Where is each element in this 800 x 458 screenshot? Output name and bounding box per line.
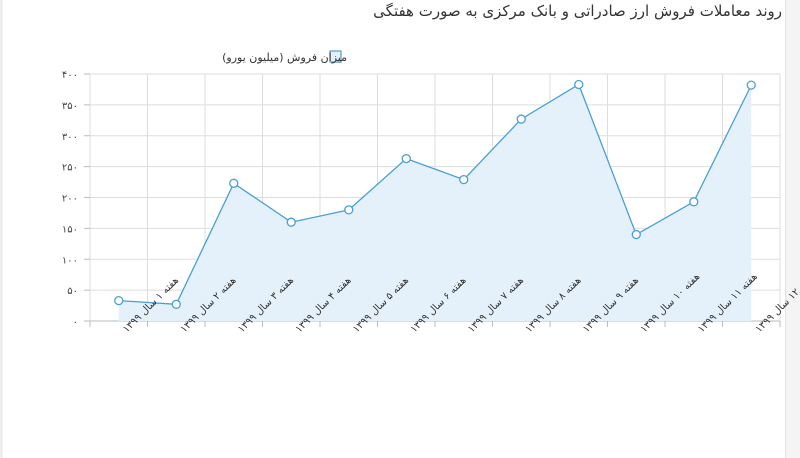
x-tick-label: هفته ۱۲ سال ۱۳۹۹: [754, 271, 800, 335]
y-tick-label: ۳۰۰: [62, 132, 78, 143]
data-point[interactable]: [631, 229, 641, 240]
data-point[interactable]: [746, 80, 756, 90]
series-area: [118, 84, 752, 321]
y-tick-label: ۰: [73, 317, 78, 328]
data-point[interactable]: [171, 299, 181, 309]
window-left-border: [0, 0, 3, 458]
data-point[interactable]: [229, 178, 239, 188]
data-point[interactable]: [516, 114, 526, 124]
data-point[interactable]: [459, 174, 469, 185]
data-point[interactable]: [689, 197, 699, 207]
chart-title: روند معاملات فروش ارز صادراتی و بانک مرک…: [373, 2, 782, 20]
legend-label[interactable]: میزان فروش (میلیون یورو): [222, 51, 347, 64]
legend[interactable]: میزان فروش (میلیون یورو): [222, 50, 347, 64]
series-line-path: [118, 83, 752, 306]
y-tick-label: ۲۰۰: [62, 194, 78, 205]
window-right-border: [785, 0, 800, 458]
series-line: [118, 83, 752, 306]
data-point[interactable]: [344, 205, 354, 215]
y-tick-label: ۱۰۰: [62, 255, 78, 266]
data-point[interactable]: [114, 295, 124, 306]
data-point[interactable]: [574, 79, 584, 90]
data-point[interactable]: [286, 217, 296, 227]
data-point[interactable]: [401, 153, 411, 164]
legend-swatch[interactable]: [329, 50, 342, 63]
y-tick-label: ۳۵۰: [62, 101, 78, 112]
data-points: [114, 79, 756, 309]
area-fill: [118, 84, 752, 321]
y-tick-label: ۵۰: [67, 286, 78, 297]
y-tick-label: ۴۰۰: [62, 70, 78, 81]
y-tick-label: ۱۵۰: [62, 224, 78, 235]
y-tick-label: ۲۵۰: [62, 163, 78, 174]
